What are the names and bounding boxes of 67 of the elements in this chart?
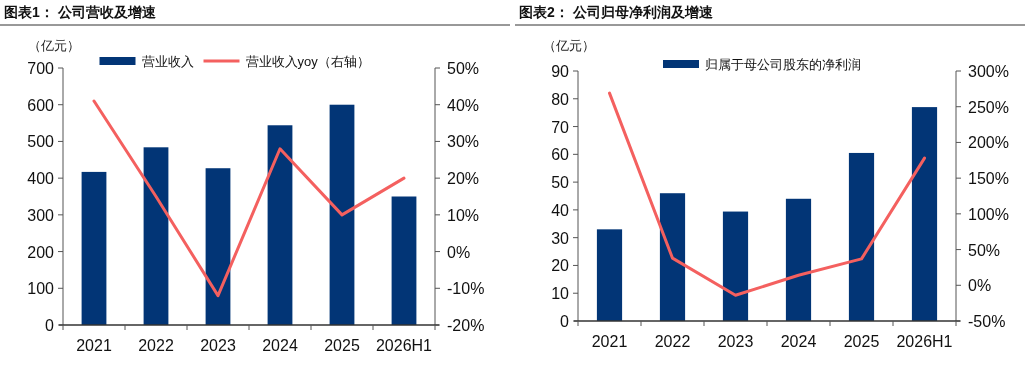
y2-tick-label: -50% bbox=[968, 313, 1006, 330]
chart-title: 图表2： 公司归母净利润及增速 bbox=[519, 4, 714, 20]
x-tick-label: 2025 bbox=[843, 333, 880, 350]
x-tick-label: 2021 bbox=[76, 337, 112, 354]
y-tick-label: 300 bbox=[27, 206, 55, 224]
y2-tick-label: 30% bbox=[447, 133, 480, 151]
y-tick-label: 100 bbox=[27, 280, 55, 298]
y2-tick-label: 0% bbox=[968, 277, 992, 295]
y2-tick-label: 300% bbox=[968, 63, 1009, 80]
y2-tick-label: 50% bbox=[968, 241, 1001, 259]
legend-label: 营业收入yoy（右轴） bbox=[245, 54, 370, 69]
x-tick-label: 2025 bbox=[324, 337, 360, 354]
bar bbox=[329, 104, 355, 325]
x-tick-label: 2023 bbox=[717, 333, 754, 350]
bar bbox=[267, 125, 293, 325]
y-tick-label: 90 bbox=[551, 63, 570, 80]
bar bbox=[785, 198, 812, 321]
x-tick-label: 2022 bbox=[138, 337, 174, 354]
x-tick-label: 2026H1 bbox=[896, 333, 953, 350]
y2-tick-label: 40% bbox=[447, 96, 480, 114]
y-tick-label: 0 bbox=[45, 317, 55, 334]
y2-tick-label: 0% bbox=[447, 243, 471, 261]
x-tick-label: 2024 bbox=[262, 337, 298, 354]
bar bbox=[391, 196, 417, 325]
y-tick-label: 10 bbox=[551, 285, 570, 303]
y2-tick-label: 50% bbox=[447, 60, 480, 77]
line-series bbox=[92, 99, 406, 298]
y2-tick-label: 20% bbox=[447, 170, 480, 188]
bar bbox=[659, 193, 686, 321]
bar bbox=[205, 168, 231, 325]
chart-title: 图表1： 公司营收及增速 bbox=[4, 4, 157, 20]
y-axis-title: （亿元） bbox=[543, 38, 595, 53]
bar bbox=[143, 147, 169, 325]
x-tick-label: 2024 bbox=[780, 333, 817, 350]
y2-tick-label: -10% bbox=[447, 280, 485, 298]
y-tick-label: 0 bbox=[560, 313, 570, 330]
y-tick-label: 50 bbox=[551, 174, 570, 192]
y-axis-title: （亿元） bbox=[28, 38, 80, 53]
y2-tick-label: 150% bbox=[968, 170, 1009, 188]
y2-tick-label: -20% bbox=[447, 317, 485, 334]
y2-tick-label: 200% bbox=[968, 134, 1009, 152]
bar bbox=[722, 211, 749, 321]
bar bbox=[596, 229, 623, 321]
y2-tick-label: 10% bbox=[447, 206, 480, 224]
y2-tick-label: 250% bbox=[968, 98, 1009, 116]
legend-label: 营业收入 bbox=[141, 54, 194, 69]
bar bbox=[81, 171, 107, 325]
x-tick-label: 2026H1 bbox=[375, 337, 433, 354]
y-tick-label: 30 bbox=[551, 229, 570, 247]
y-tick-label: 200 bbox=[27, 243, 55, 261]
y-tick-label: 400 bbox=[27, 170, 55, 188]
y-tick-label: 70 bbox=[551, 118, 570, 136]
y-tick-label: 600 bbox=[27, 96, 55, 114]
x-tick-label: 2023 bbox=[200, 337, 236, 354]
y-tick-label: 500 bbox=[27, 133, 55, 151]
legend-label: 归属于母公司股东的净利润 bbox=[705, 57, 861, 72]
x-tick-label: 2021 bbox=[591, 333, 628, 350]
bar bbox=[848, 152, 875, 321]
y-tick-label: 40 bbox=[551, 201, 570, 219]
y-tick-label: 80 bbox=[551, 90, 570, 108]
y-tick-label: 700 bbox=[27, 60, 55, 77]
y-tick-label: 20 bbox=[551, 257, 570, 275]
y-tick-label: 60 bbox=[551, 146, 570, 164]
x-tick-label: 2022 bbox=[654, 333, 691, 350]
line-series bbox=[608, 91, 926, 297]
y2-tick-label: 100% bbox=[968, 205, 1009, 223]
bar bbox=[911, 107, 938, 321]
